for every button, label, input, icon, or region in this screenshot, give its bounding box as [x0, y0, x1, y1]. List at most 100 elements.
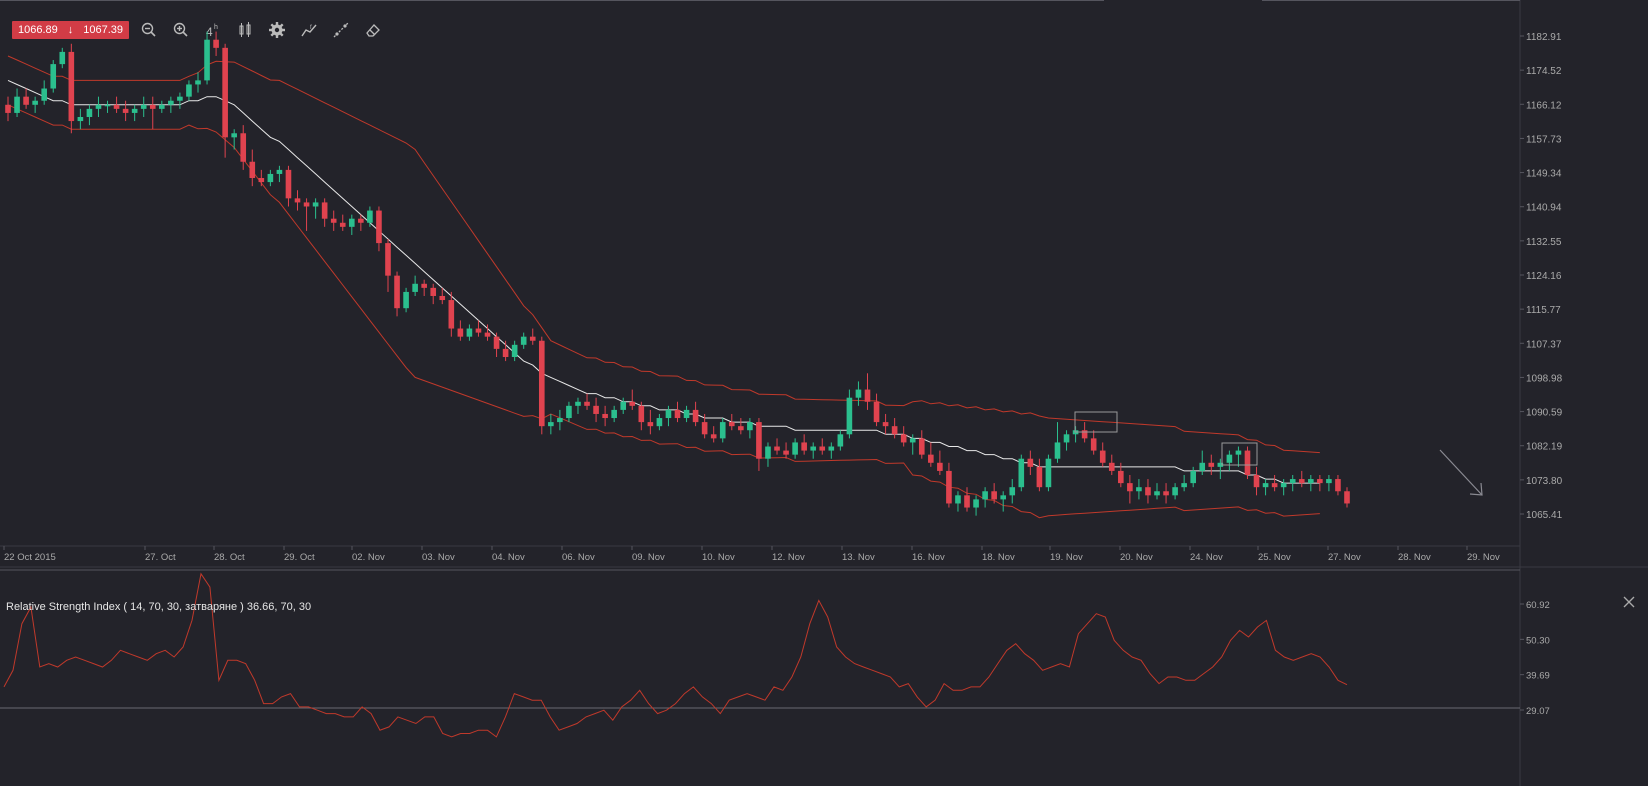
candle [538, 336, 545, 435]
candle [855, 381, 862, 406]
candle [1317, 474, 1323, 492]
candle [1018, 454, 1025, 492]
candle [1009, 479, 1016, 504]
candle [882, 413, 889, 435]
price-axis-label: 1124.16 [1526, 271, 1562, 282]
candle [909, 434, 916, 455]
date-axis-label: 22 Oct 2015 [4, 552, 56, 563]
svg-text:f: f [310, 25, 312, 31]
candle [765, 442, 771, 467]
candle [394, 271, 400, 317]
candle [303, 198, 310, 231]
candle [195, 72, 201, 93]
price-quote-box[interactable]: 1066.89 ↓ 1067.39 [12, 21, 130, 39]
candle [1289, 474, 1296, 492]
candle [656, 413, 663, 431]
date-axis-label: 29. Nov [1467, 552, 1500, 563]
date-axis-label: 16. Nov [912, 552, 945, 563]
candle [186, 80, 192, 101]
price-axis-label: 1140.94 [1526, 203, 1562, 214]
date-axis-label: 27. Oct [145, 552, 176, 563]
date-axis-label: 29. Oct [284, 552, 315, 563]
candle [774, 438, 780, 455]
zoom-out-icon[interactable] [137, 20, 161, 40]
candle [566, 401, 572, 423]
candle [484, 324, 491, 341]
highlight-box [1074, 411, 1118, 433]
candle [321, 198, 328, 227]
candle [131, 104, 138, 122]
close-rsi-icon[interactable] [1622, 595, 1636, 609]
candle [837, 430, 844, 451]
price-axis-label: 1065.41 [1526, 510, 1563, 521]
candle [520, 332, 527, 349]
candle [629, 389, 636, 410]
date-axis-label: 13. Nov [842, 552, 875, 563]
candle [158, 100, 165, 113]
candle [1244, 446, 1251, 480]
candle [1235, 446, 1242, 467]
candle [1190, 466, 1197, 488]
rsi-axis-label: 39.69 [1526, 671, 1550, 682]
svg-text:4: 4 [206, 25, 213, 39]
candle [140, 96, 147, 117]
candle [710, 426, 717, 443]
candle [529, 328, 536, 345]
candle [294, 190, 301, 211]
candle [1271, 474, 1278, 492]
zoom-in-icon[interactable] [169, 20, 193, 40]
candle [937, 450, 943, 475]
candle [41, 80, 47, 105]
bollinger-upper-band [7, 55, 1320, 454]
candle [1090, 430, 1097, 455]
candle [665, 405, 672, 427]
candle [1308, 474, 1314, 492]
candle [584, 393, 590, 410]
settings-gear-icon[interactable] [265, 20, 289, 40]
candle [846, 389, 853, 439]
price-axis-label: 1182.91 [1526, 32, 1562, 43]
drawing-tools-icon[interactable] [329, 20, 353, 40]
price-axis-label: 1098.98 [1526, 373, 1563, 384]
candle [1118, 462, 1124, 488]
candle-type-icon[interactable] [233, 20, 257, 40]
candle [783, 442, 789, 459]
trend-arrow-line [1439, 449, 1483, 496]
candle [5, 96, 11, 122]
candle [973, 495, 979, 516]
candle [1072, 426, 1079, 443]
candle [828, 442, 835, 459]
candle [1000, 491, 1007, 512]
candle [312, 198, 319, 219]
indicator-icon[interactable]: f [297, 20, 321, 40]
candle [213, 31, 219, 56]
candle [1127, 474, 1133, 504]
date-axis-label: 04. Nov [492, 552, 525, 563]
candle [439, 287, 446, 305]
candle [421, 279, 427, 296]
candle [738, 418, 744, 435]
candle [511, 340, 518, 362]
candle [647, 409, 654, 435]
candle [222, 43, 228, 158]
candle [258, 169, 265, 187]
candle [68, 43, 75, 134]
eraser-icon[interactable] [361, 20, 385, 40]
candle [918, 430, 925, 459]
candle [891, 418, 898, 439]
candle [1054, 422, 1061, 463]
candle [1280, 479, 1287, 496]
candle [1099, 442, 1106, 467]
candle [493, 332, 500, 358]
candle [719, 418, 726, 443]
candle [168, 96, 174, 113]
date-axis-label: 24. Nov [1190, 552, 1223, 563]
candle [267, 169, 274, 187]
candle [339, 214, 346, 231]
candle [204, 31, 210, 85]
candle [457, 320, 464, 341]
candle [1108, 454, 1115, 475]
price-axis-label: 1115.77 [1526, 305, 1561, 316]
